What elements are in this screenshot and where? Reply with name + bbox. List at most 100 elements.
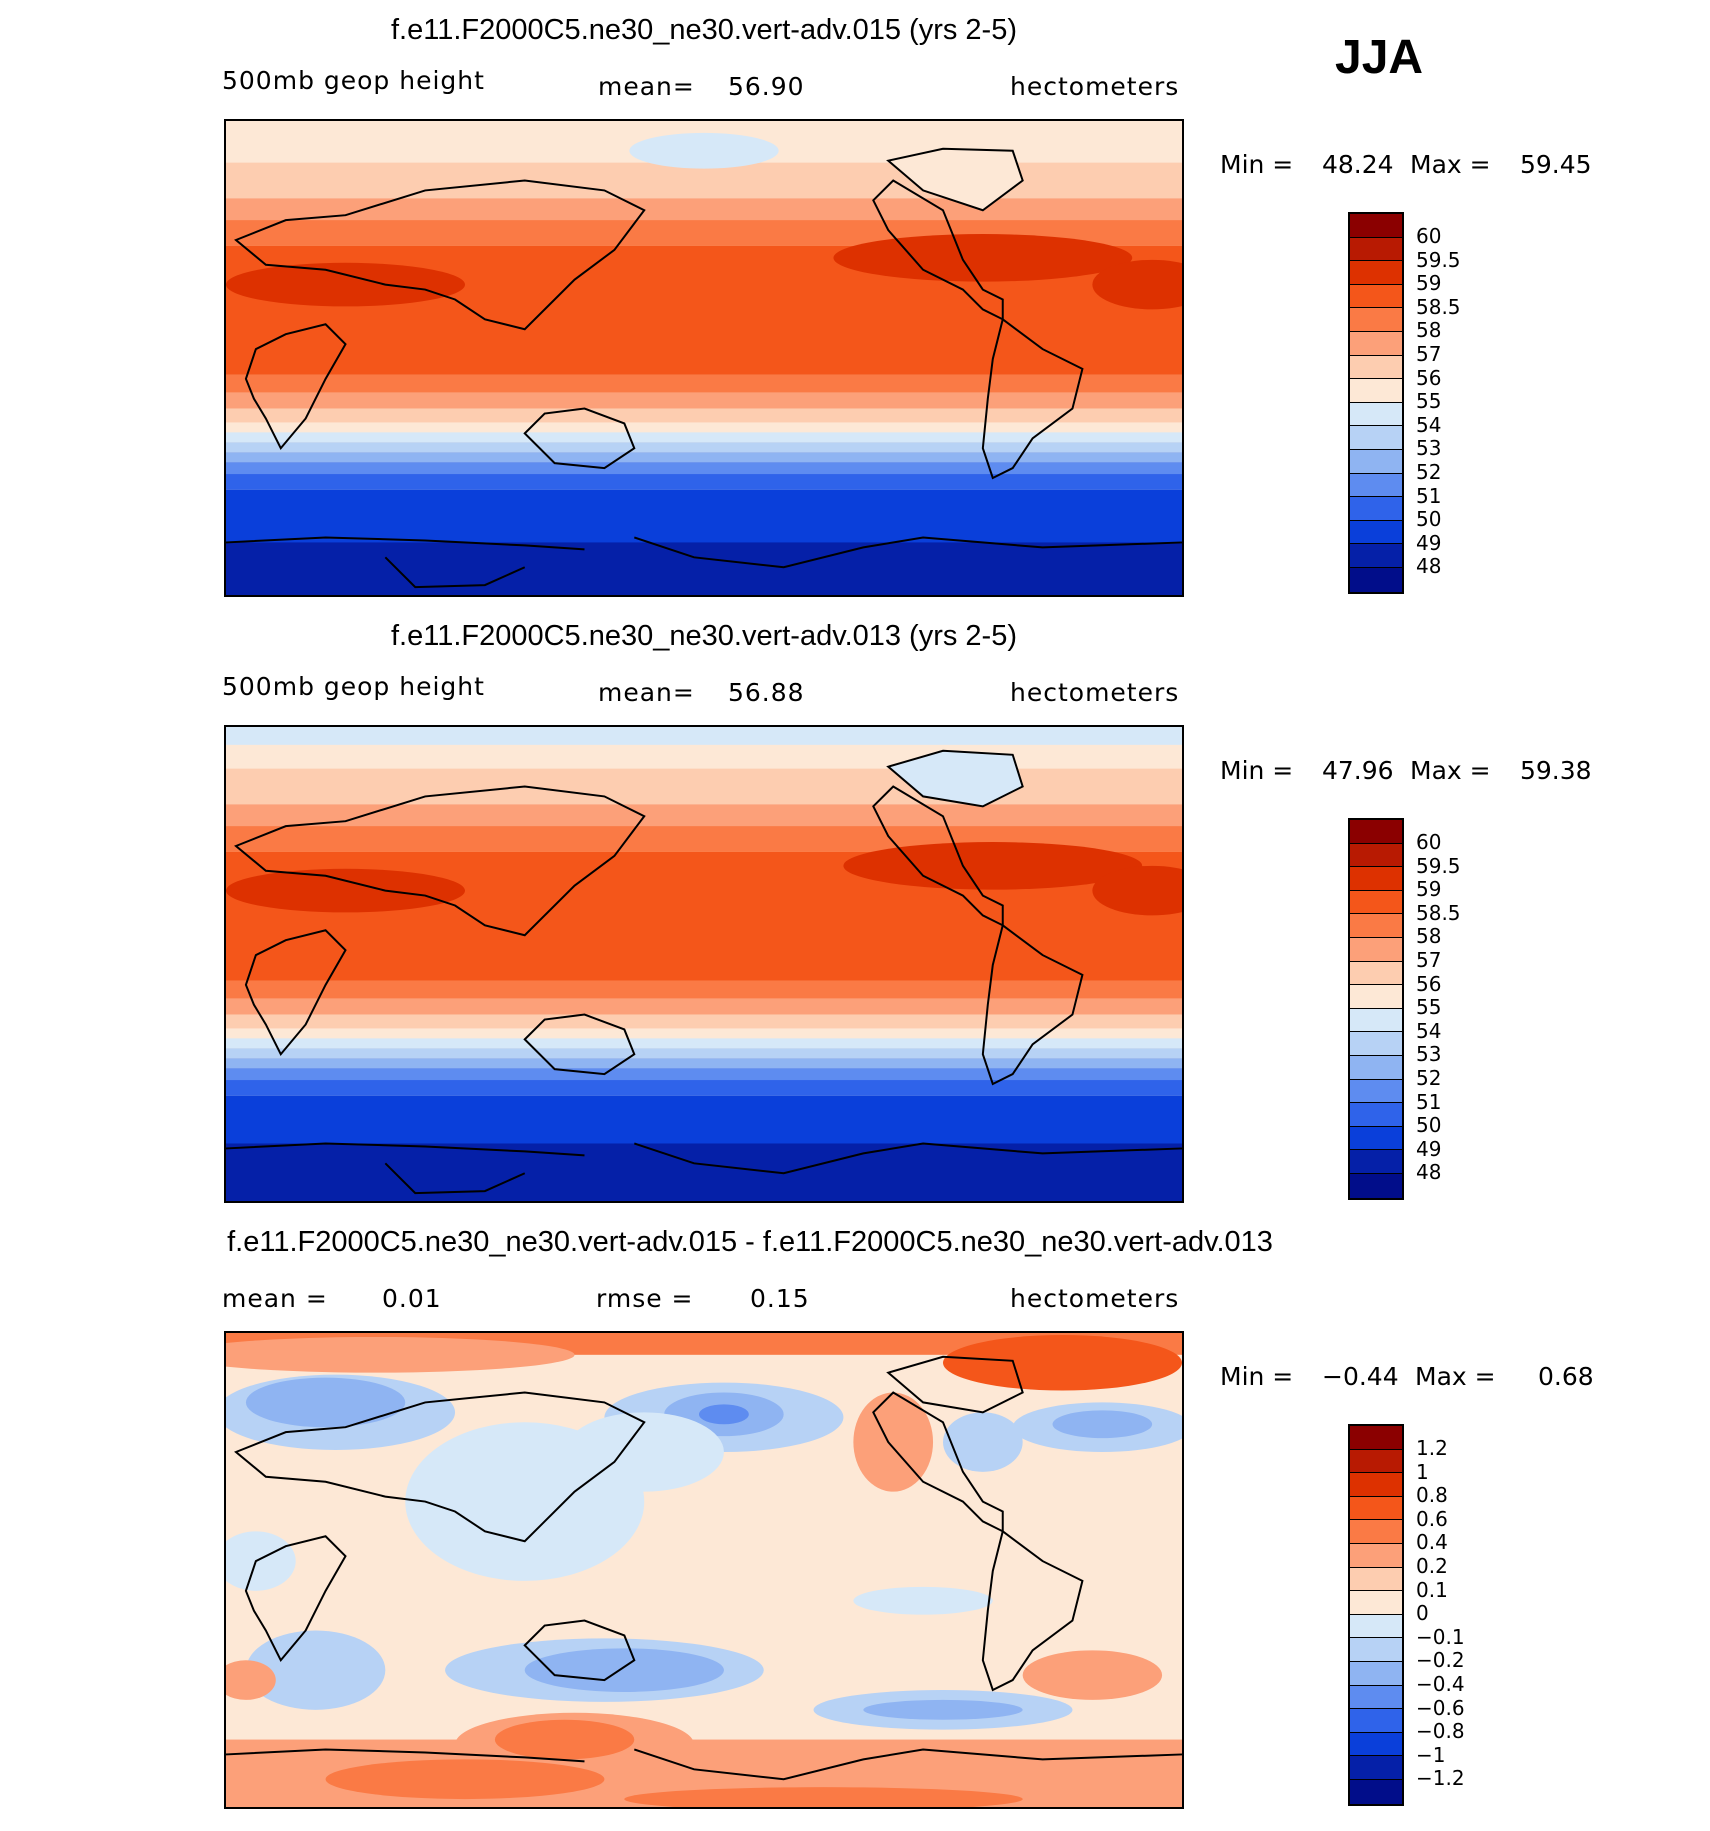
colorbar-swatch [1350,567,1402,592]
colorbar-label: 1.2 [1416,1436,1448,1460]
colorbar-label: −1 [1416,1742,1446,1767]
panel-1-map-plot [226,121,1182,595]
colorbar-swatch [1350,1779,1402,1804]
colorbar-swatch [1350,1756,1402,1780]
colorbar-swatch [1350,1543,1402,1568]
panel-1-max-value: 59.45 [1520,150,1592,179]
colorbar-swatch [1350,1614,1402,1639]
colorbar-label: 58.5 [1416,900,1461,925]
colorbar-swatch [1350,1661,1402,1686]
panel-2-colorbar [1348,818,1404,1200]
colorbar-label: 60 [1416,830,1442,854]
colorbar-label: 55 [1416,389,1442,414]
panel-2-title: f.e11.F2000C5.ne30_ne30.vert-adv.013 (yr… [390,620,1018,652]
panel-1-map [224,119,1184,597]
colorbar-swatch [1350,520,1402,545]
colorbar-swatch [1350,820,1402,844]
panel-1-min-value: 48.24 [1322,150,1394,179]
colorbar-swatch [1350,473,1402,498]
panel-3-min-label: Min = [1220,1362,1294,1391]
panel-2-map-plot [226,727,1182,1201]
panel-3-mean-value: 0.01 [382,1284,442,1313]
colorbar-swatch [1350,1496,1402,1521]
panel-2-min-value: 47.96 [1322,756,1394,785]
panel-2-min-label: Min = [1220,756,1294,785]
panel-1-title: f.e11.F2000C5.ne30_ne30.vert-adv.015 (yr… [390,14,1018,46]
colorbar-label: −0.2 [1416,1648,1465,1673]
panel-3-rmse-value: 0.15 [750,1284,810,1313]
colorbar-label: 0.8 [1416,1483,1448,1508]
colorbar-swatch [1350,1709,1402,1733]
panel-1-units: hectometers [1010,72,1180,101]
panel-3-title: f.e11.F2000C5.ne30_ne30.vert-adv.015 - f… [227,1226,1273,1258]
colorbar-swatch [1350,284,1402,309]
panel-1-colorbar [1348,212,1404,594]
panel-3-min-value: −0.44 [1322,1362,1399,1391]
colorbar-swatch [1350,1126,1402,1151]
colorbar-swatch [1350,1173,1402,1198]
colorbar-label: 56 [1416,365,1442,390]
colorbar-label: 54 [1416,412,1442,437]
colorbar-label: 60 [1416,224,1442,248]
colorbar-label: 0.2 [1416,1554,1448,1578]
colorbar-swatch [1350,402,1402,427]
colorbar-label: −0.4 [1416,1672,1465,1696]
colorbar-label: 48 [1416,1160,1442,1185]
colorbar-label: 48 [1416,554,1442,579]
panel-2-max-label: Max = [1410,756,1491,785]
colorbar-swatch [1350,1055,1402,1080]
colorbar-swatch [1350,1449,1402,1474]
colorbar-swatch [1350,331,1402,356]
panel-1-mean-value: 56.90 [728,72,805,101]
colorbar-label: 58 [1416,318,1442,343]
colorbar-label: 59 [1416,877,1442,902]
colorbar-label: 58 [1416,924,1442,949]
colorbar-swatch [1350,890,1402,915]
panel-2-mean-value: 56.88 [728,678,805,707]
colorbar-label: −1.2 [1416,1766,1465,1791]
colorbar-swatch [1350,1732,1402,1757]
colorbar-label: 52 [1416,460,1442,484]
colorbar-swatch [1350,1473,1402,1497]
colorbar-label: 50 [1416,1113,1442,1138]
colorbar-label: 49 [1416,530,1442,555]
colorbar-label: −0.6 [1416,1695,1465,1720]
panel-2-variable: 500mb geop height [222,672,485,701]
panel-2-mean-label: mean= [598,678,695,707]
colorbar-label: −0.8 [1416,1719,1465,1744]
colorbar-swatch [1350,449,1402,474]
colorbar-swatch [1350,426,1402,450]
colorbar-swatch [1350,1638,1402,1662]
colorbar-label: 59 [1416,271,1442,296]
colorbar-swatch [1350,261,1402,285]
colorbar-swatch [1350,497,1402,521]
colorbar-swatch [1350,1685,1402,1710]
colorbar-swatch [1350,1079,1402,1104]
colorbar-swatch [1350,914,1402,938]
colorbar-swatch [1350,237,1402,262]
colorbar-swatch [1350,1032,1402,1056]
panel-1-min-label: Min = [1220,150,1294,179]
panel-3-max-label: Max = [1415,1362,1496,1391]
colorbar-label: 52 [1416,1066,1442,1090]
colorbar-swatch [1350,379,1402,403]
panel-3-map [224,1331,1184,1809]
colorbar-swatch [1350,1150,1402,1174]
colorbar-label: 50 [1416,507,1442,532]
panel-3-units: hectometers [1010,1284,1180,1313]
season-label: JJA [1335,31,1424,84]
colorbar-label: 54 [1416,1018,1442,1043]
colorbar-swatch [1350,1008,1402,1033]
colorbar-label: 56 [1416,971,1442,996]
colorbar-swatch [1350,985,1402,1009]
colorbar-label: 53 [1416,436,1442,461]
colorbar-label: −0.1 [1416,1624,1465,1649]
colorbar-label: 1 [1416,1459,1429,1484]
colorbar-label: 0 [1416,1601,1429,1626]
panel-3-colorbar [1348,1424,1404,1806]
colorbar-label: 53 [1416,1042,1442,1067]
colorbar-label: 58.5 [1416,294,1461,319]
colorbar-swatch [1350,1567,1402,1592]
panel-3-mean-label: mean = [222,1284,328,1313]
colorbar-swatch [1350,961,1402,986]
